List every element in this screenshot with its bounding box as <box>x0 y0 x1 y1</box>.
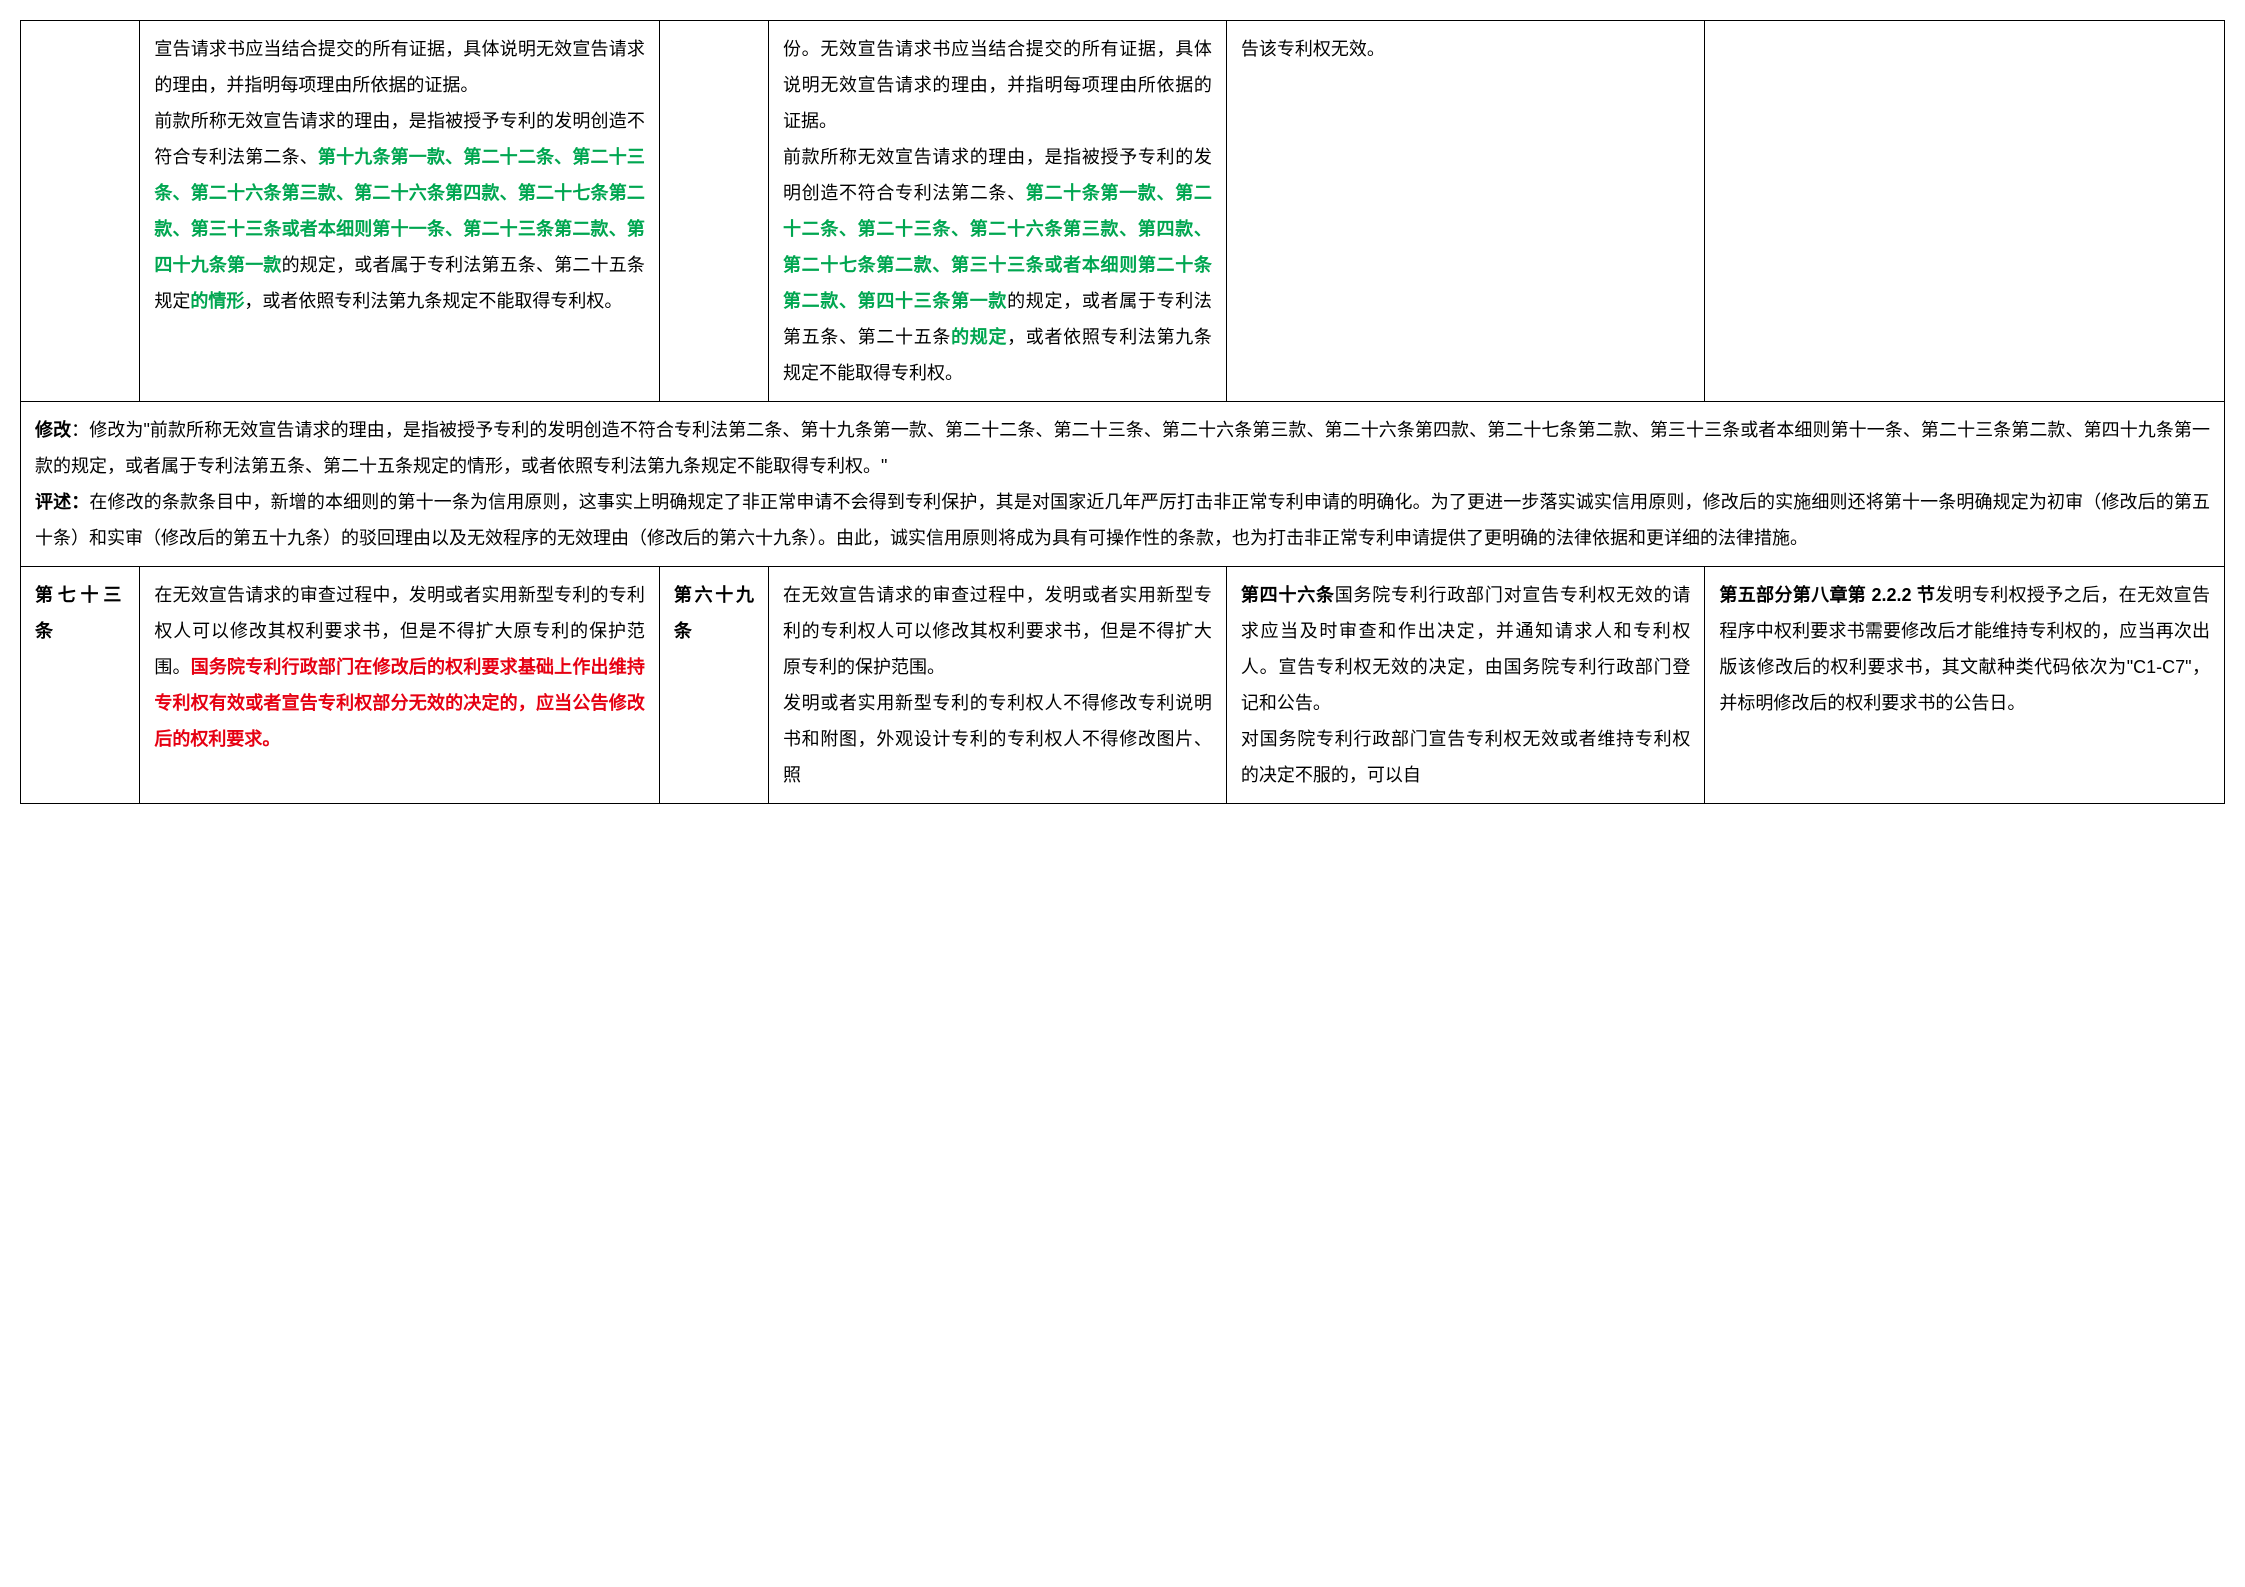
cell-mid-body: 在无效宣告请求的审查过程中，发明或者实用新型专利的专利权人可以修改其权利要求书，… <box>768 567 1226 804</box>
paragraph: 宣告请求书应当结合提交的所有证据，具体说明无效宣告请求的理由，并指明每项理由所依… <box>154 31 645 103</box>
cell-right2-body: 第五部分第八章第 2.2.2 节发明专利权授予之后，在无效宣告程序中权利要求书需… <box>1705 567 2225 804</box>
article-ref-bold: 第四十六条 <box>1241 585 1335 605</box>
article-number-mid <box>659 21 768 402</box>
highlighted-red-text: 国务院专利行政部门在修改后的权利要求基础上作出维持专利权有效或者宣告专利权部分无… <box>154 657 645 749</box>
modification-block: 修改：修改为"前款所称无效宣告请求的理由，是指被授予专利的发明创造不符合专利法第… <box>35 412 2210 484</box>
paragraph: 发明或者实用新型专利的专利权人不得修改专利说明书和附图，外观设计专利的专利权人不… <box>783 685 1212 793</box>
paragraph: 前款所称无效宣告请求的理由，是指被授予专利的发明创造不符合专利法第二条、第十九条… <box>154 103 645 319</box>
article-number-left <box>21 21 140 402</box>
cell-mid-body: 份。无效宣告请求书应当结合提交的所有证据，具体说明无效宣告请求的理由，并指明每项… <box>768 21 1226 402</box>
commentary-cell: 修改：修改为"前款所称无效宣告请求的理由，是指被授予专利的发明创造不符合专利法第… <box>21 402 2225 567</box>
comment-label: 评述： <box>35 492 89 512</box>
paragraph: 对国务院专利行政部门宣告专利权无效或者维持专利权的决定不服的，可以自 <box>1241 721 1691 793</box>
table-row-commentary: 修改：修改为"前款所称无效宣告请求的理由，是指被授予专利的发明创造不符合专利法第… <box>21 402 2225 567</box>
cell-left-body: 宣告请求书应当结合提交的所有证据，具体说明无效宣告请求的理由，并指明每项理由所依… <box>140 21 660 402</box>
comparison-table: 宣告请求书应当结合提交的所有证据，具体说明无效宣告请求的理由，并指明每项理由所依… <box>20 20 2225 804</box>
highlighted-green-text: 的规定 <box>951 327 1007 347</box>
paragraph: 在无效宣告请求的审查过程中，发明或者实用新型专利的专利权人可以修改其权利要求书，… <box>783 577 1212 685</box>
table-row: 第七十三条 在无效宣告请求的审查过程中，发明或者实用新型专利的专利权人可以修改其… <box>21 567 2225 804</box>
cell-right1-body: 告该专利权无效。 <box>1226 21 1705 402</box>
article-number-mid: 第六十九条 <box>659 567 768 804</box>
cell-right1-body: 第四十六条国务院专利行政部门对宣告专利权无效的请求应当及时审查和作出决定，并通知… <box>1226 567 1705 804</box>
comment-block: 评述：在修改的条款条目中，新增的本细则的第十一条为信用原则，这事实上明确规定了非… <box>35 484 2210 556</box>
highlighted-green-text: 的情形 <box>190 291 244 311</box>
paragraph: 份。无效宣告请求书应当结合提交的所有证据，具体说明无效宣告请求的理由，并指明每项… <box>783 31 1212 139</box>
paragraph: 前款所称无效宣告请求的理由，是指被授予专利的发明创造不符合专利法第二条、第二十条… <box>783 139 1212 391</box>
table-row: 宣告请求书应当结合提交的所有证据，具体说明无效宣告请求的理由，并指明每项理由所依… <box>21 21 2225 402</box>
cell-left-body: 在无效宣告请求的审查过程中，发明或者实用新型专利的专利权人可以修改其权利要求书，… <box>140 567 660 804</box>
article-ref-bold: 第五部分第八章第 2.2.2 节 <box>1719 585 1935 605</box>
article-number-left: 第七十三条 <box>21 567 140 804</box>
cell-right2-body <box>1705 21 2225 402</box>
modification-label: 修改 <box>35 420 71 440</box>
